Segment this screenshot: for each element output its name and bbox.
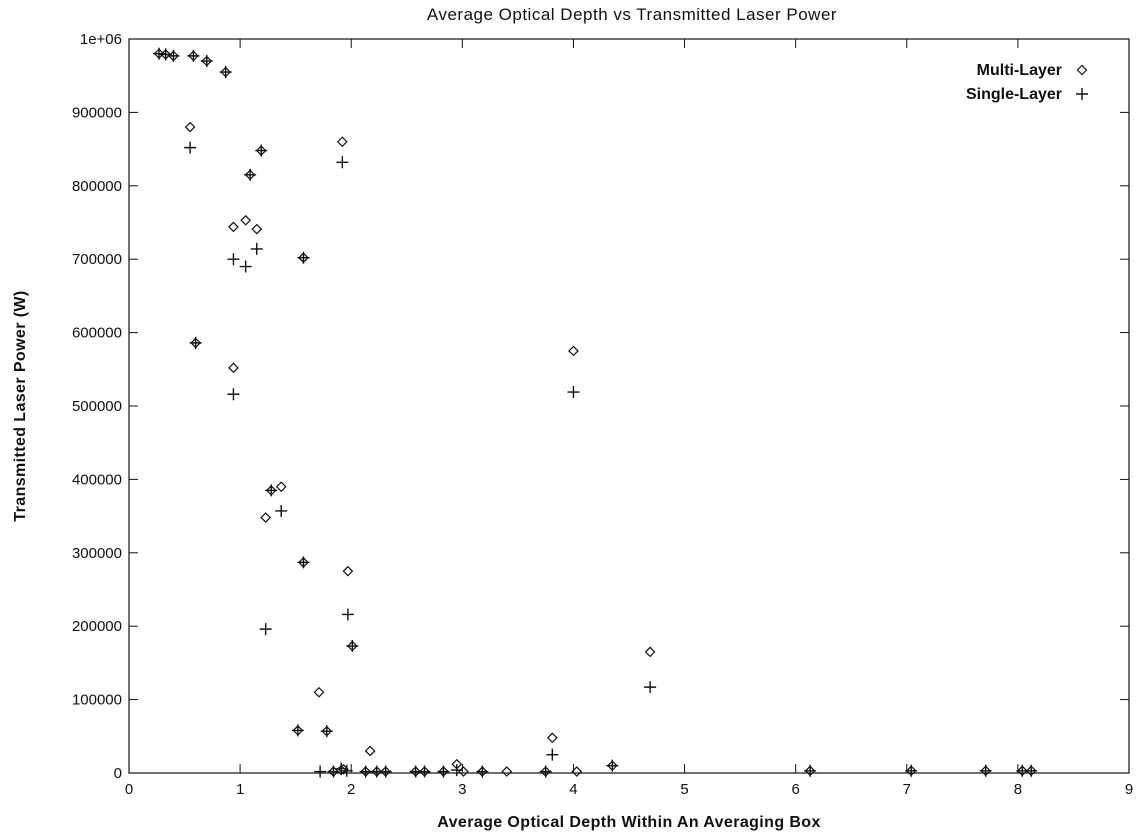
- points-layer: [153, 47, 1038, 778]
- x-tick-label: 4: [569, 781, 577, 798]
- point-single-layer: [379, 765, 392, 778]
- y-tick-label: 800000: [72, 178, 122, 195]
- point-single-layer: [265, 484, 278, 497]
- point-multi-layer: [364, 745, 376, 757]
- point-single-layer: [567, 386, 580, 399]
- point-single-layer: [189, 336, 202, 349]
- y-tick-label: 700000: [72, 251, 122, 268]
- x-tick-label: 2: [347, 781, 355, 798]
- point-single-layer: [187, 49, 200, 62]
- point-single-layer: [259, 623, 272, 636]
- y-tick-label: 600000: [72, 325, 122, 342]
- legend-marker-plus-icon: [1076, 88, 1088, 100]
- point-single-layer: [314, 765, 327, 778]
- point-multi-layer: [228, 362, 239, 374]
- point-multi-layer: [342, 565, 354, 577]
- point-single-layer: [200, 55, 213, 68]
- point-single-layer: [905, 764, 918, 777]
- point-single-layer: [297, 251, 310, 264]
- chart-title: Average Optical Depth vs Transmitted Las…: [427, 5, 837, 24]
- x-axis-label: Average Optical Depth Within An Averagin…: [437, 814, 821, 831]
- x-tick-label: 5: [680, 781, 688, 798]
- point-single-layer: [244, 168, 257, 181]
- point-single-layer: [291, 724, 304, 737]
- point-single-layer: [450, 764, 463, 777]
- point-single-layer: [153, 47, 165, 60]
- point-single-layer: [219, 66, 232, 79]
- x-tick-label: 9: [1125, 781, 1133, 798]
- point-single-layer: [546, 748, 559, 761]
- x-tick-label: 6: [791, 781, 799, 798]
- point-multi-layer: [568, 345, 579, 357]
- point-single-layer: [340, 764, 353, 777]
- axes-layer: 0 1 2 3 4 5 6 7 8 9 0 100000 200000 300000 400000 50000…: [72, 31, 1133, 798]
- point-single-layer: [476, 765, 489, 778]
- point-single-layer: [606, 759, 619, 772]
- point-multi-layer: [251, 223, 263, 235]
- point-single-layer: [418, 765, 431, 778]
- point-single-layer: [159, 48, 172, 61]
- y-tick-label: 500000: [72, 398, 122, 415]
- legend-marker-diamond-icon: [1076, 64, 1088, 76]
- point-single-layer: [297, 556, 310, 569]
- x-tick-label: 1: [236, 781, 244, 798]
- point-single-layer: [227, 388, 240, 401]
- x-tick-label: 8: [1014, 781, 1022, 798]
- legend-label-single-layer: Single-Layer: [966, 86, 1062, 103]
- point-multi-layer: [546, 732, 558, 744]
- point-single-layer: [346, 640, 359, 653]
- point-single-layer: [335, 762, 348, 775]
- point-single-layer: [255, 144, 268, 157]
- plot-frame: [128, 38, 1130, 774]
- legend: Multi-Layer Single-Layer: [966, 62, 1088, 103]
- point-single-layer: [239, 260, 252, 273]
- point-single-layer: [336, 156, 349, 169]
- y-tick-label: 1e+06: [80, 31, 122, 48]
- point-multi-layer: [313, 686, 325, 698]
- y-tick-label: 300000: [72, 545, 122, 562]
- point-multi-layer: [184, 121, 196, 133]
- point-single-layer: [359, 765, 372, 778]
- y-axis-label: Transmitted Laser Power (W): [12, 290, 29, 521]
- point-multi-layer: [228, 221, 239, 233]
- point-multi-layer: [260, 512, 272, 523]
- point-single-layer: [320, 725, 333, 738]
- point-multi-layer: [336, 136, 348, 148]
- x-tick-label: 7: [903, 781, 911, 798]
- legend-diamond-icon: [1076, 64, 1088, 76]
- point-single-layer: [341, 608, 354, 621]
- y-tick-label: 200000: [72, 618, 122, 635]
- point-single-layer: [437, 765, 450, 778]
- point-single-layer: [804, 764, 817, 777]
- y-tick-label: 900000: [72, 104, 122, 121]
- legend-plus-icon: [1076, 88, 1088, 100]
- legend-label-multi-layer: Multi-Layer: [977, 62, 1062, 79]
- point-multi-layer: [458, 766, 469, 777]
- point-single-layer: [184, 141, 197, 154]
- point-single-layer: [539, 765, 552, 778]
- x-tick-label: 0: [125, 781, 133, 798]
- point-single-layer: [644, 681, 657, 694]
- point-multi-layer: [275, 481, 287, 493]
- point-single-layer: [250, 242, 263, 255]
- x-tick-label: 3: [458, 781, 466, 798]
- point-multi-layer: [571, 766, 583, 777]
- y-tick-label: 100000: [72, 692, 122, 709]
- y-tick-label: 400000: [72, 471, 122, 488]
- point-multi-layer: [644, 646, 656, 658]
- y-tick-label: 0: [114, 765, 122, 782]
- point-single-layer: [227, 253, 240, 266]
- point-multi-layer: [240, 214, 252, 226]
- point-multi-layer: [501, 766, 513, 777]
- point-single-layer: [979, 764, 992, 777]
- point-single-layer: [327, 765, 340, 778]
- point-single-layer: [1025, 764, 1038, 777]
- point-single-layer: [275, 504, 288, 517]
- point-single-layer: [167, 49, 180, 62]
